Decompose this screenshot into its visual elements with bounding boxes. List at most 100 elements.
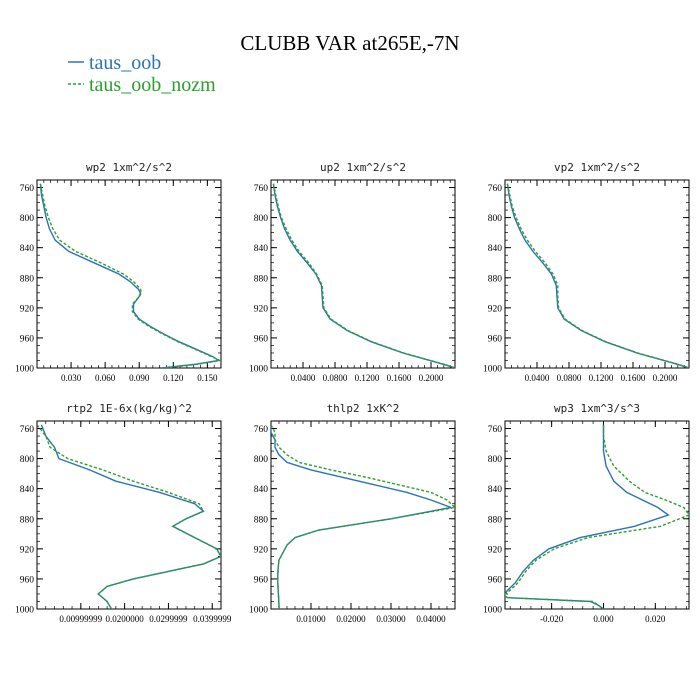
y-tick-label: 760	[254, 184, 269, 194]
y-tick-label: 1000	[249, 606, 268, 616]
x-tick-label: 0.120	[163, 373, 184, 383]
series-line-taus-oob-nozm	[37, 424, 221, 609]
y-tick-label: 960	[254, 334, 269, 344]
series-line-taus-oob-nozm	[506, 183, 689, 368]
x-tick-label: 0.1200	[589, 373, 614, 383]
y-tick-label: 760	[488, 425, 503, 435]
plot-frame	[36, 420, 222, 610]
x-tick-label: -0.020	[540, 614, 564, 624]
panel-title: wp2 1xm^2/s^2	[86, 161, 172, 174]
series-line-taus-oob-nozm	[271, 424, 455, 609]
y-tick-label: 920	[488, 304, 503, 314]
y-tick-label: 760	[20, 425, 35, 435]
figure-title: CLUBB VAR at265E,-7N	[240, 31, 459, 55]
y-tick-label: 880	[254, 515, 269, 525]
x-tick-label: 0.020	[645, 614, 666, 624]
y-tick-label: 800	[488, 455, 503, 465]
x-tick-label: 0.090	[129, 373, 150, 383]
y-tick-label: 920	[20, 304, 35, 314]
y-tick-label: 840	[254, 244, 269, 254]
series-line-taus-oob-nozm	[272, 183, 455, 368]
y-tick-label: 800	[254, 455, 269, 465]
series-line-taus-oob-nozm	[505, 424, 689, 609]
plot-frame	[504, 420, 690, 610]
y-tick-label: 760	[254, 425, 269, 435]
y-tick-label: 1000	[15, 365, 34, 375]
x-tick-label: 0.030	[61, 373, 82, 383]
y-tick-label: 920	[20, 545, 35, 555]
x-tick-label: 0.000	[593, 614, 614, 624]
x-tick-label: 0.060	[95, 373, 116, 383]
panel-4: rtp2 1E-6x(kg/kg)^2 760 800 840 880 920 960 100…	[15, 402, 232, 624]
series-line-taus-oob-nozm	[39, 183, 221, 368]
y-tick-label: 920	[254, 545, 269, 555]
y-tick-label: 1000	[483, 365, 502, 375]
series-line-taus-oob	[40, 424, 221, 609]
panel-title: up2 1xm^2/s^2	[320, 161, 406, 174]
panel-3: vp2 1xm^2/s^2 760 800 840 880 920 960 1000 0.040…	[483, 161, 690, 383]
x-tick-label: 0.03000	[376, 614, 406, 624]
y-tick-label: 800	[20, 455, 35, 465]
y-tick-label: 840	[488, 485, 503, 495]
y-tick-label: 960	[20, 575, 35, 585]
legend-label-taus-oob-nozm: taus_oob_nozm	[89, 74, 216, 96]
x-tick-label: 0.0800	[557, 373, 582, 383]
panel-1: wp2 1xm^2/s^2 760 800 840 880 920 960 1000 0.030…	[15, 161, 222, 383]
y-tick-label: 960	[488, 575, 503, 585]
panel-2: up2 1xm^2/s^2 760 800 840 880 920 960 1000 0.040…	[249, 161, 456, 383]
series-line-taus-oob	[506, 183, 689, 368]
x-tick-label: 0.1600	[621, 373, 646, 383]
y-tick-label: 960	[254, 575, 269, 585]
y-tick-label: 800	[20, 214, 35, 224]
panel-6: wp3 1xm^3/s^3 760 800 840 880 920 960 1000 -0.02…	[483, 402, 690, 624]
plot-frame	[36, 179, 222, 369]
x-tick-label: 0.150	[197, 373, 218, 383]
y-tick-label: 840	[20, 244, 35, 254]
y-tick-label: 1000	[483, 606, 502, 616]
y-tick-label: 960	[488, 334, 503, 344]
y-tick-label: 1000	[249, 365, 268, 375]
y-tick-label: 840	[20, 485, 35, 495]
y-tick-label: 880	[20, 274, 35, 284]
y-tick-label: 920	[488, 545, 503, 555]
y-tick-label: 840	[254, 485, 269, 495]
panel-5: thlp2 1xK^2 760 800 840 880 920 960 1000 0.01000…	[249, 402, 456, 624]
y-tick-label: 880	[488, 515, 503, 525]
y-tick-label: 840	[488, 244, 503, 254]
y-tick-label: 800	[488, 214, 503, 224]
x-tick-label: 0.0800	[323, 373, 348, 383]
x-tick-label: 0.02000	[336, 614, 366, 624]
legend: taus_oob taus_oob_nozm	[68, 52, 216, 96]
x-tick-label: 0.0299999	[149, 614, 188, 624]
x-tick-label: 0.0200000	[105, 614, 144, 624]
panel-grid: wp2 1xm^2/s^2 760 800 840 880 920 960 1000 0.030…	[15, 161, 690, 624]
x-tick-label: 0.1200	[355, 373, 380, 383]
plot-frame	[270, 179, 456, 369]
y-tick-label: 800	[254, 214, 269, 224]
y-tick-label: 1000	[15, 606, 34, 616]
series-line-taus-oob	[272, 183, 455, 368]
y-tick-label: 960	[20, 334, 35, 344]
panel-title: thlp2 1xK^2	[327, 402, 400, 415]
panel-title: wp3 1xm^3/s^3	[554, 402, 640, 415]
series-line-taus-oob	[271, 424, 454, 609]
y-tick-label: 880	[488, 274, 503, 284]
x-tick-label: 0.0399999	[193, 614, 232, 624]
y-tick-label: 880	[20, 515, 35, 525]
legend-label-taus-oob: taus_oob	[89, 52, 161, 74]
x-tick-label: 0.1600	[387, 373, 412, 383]
plot-frame	[504, 179, 690, 369]
x-tick-label: 0.0400	[291, 373, 316, 383]
x-tick-label: 0.0400	[525, 373, 550, 383]
y-tick-label: 760	[20, 184, 35, 194]
series-line-taus-oob	[505, 424, 670, 609]
x-tick-label: 0.00999999	[59, 614, 102, 624]
x-tick-label: 0.01000	[296, 614, 326, 624]
series-line-taus-oob	[39, 183, 221, 368]
x-tick-label: 0.2000	[419, 373, 444, 383]
panel-title: vp2 1xm^2/s^2	[554, 161, 640, 174]
x-tick-label: 0.2000	[653, 373, 678, 383]
y-tick-label: 760	[488, 184, 503, 194]
y-tick-label: 880	[254, 274, 269, 284]
